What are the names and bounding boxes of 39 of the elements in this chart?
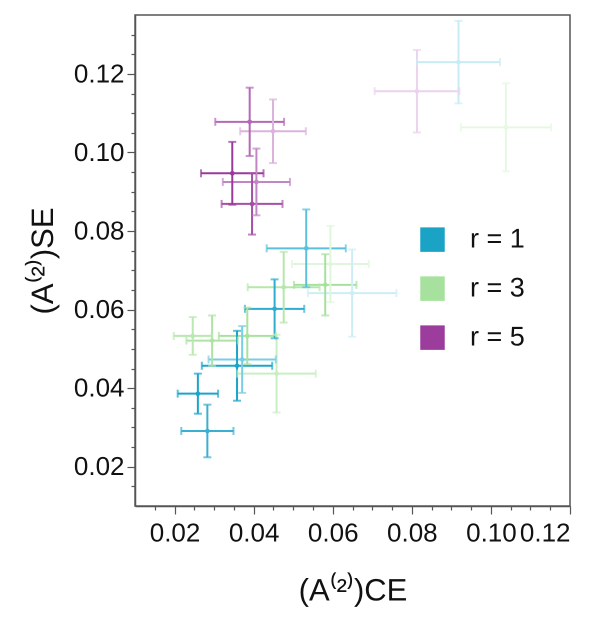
point: [272, 306, 277, 312]
x-tick-label: 0.10: [466, 518, 517, 548]
point: [244, 334, 250, 338]
point: [250, 202, 254, 206]
point: [190, 334, 196, 338]
point: [205, 428, 210, 434]
point: [504, 125, 508, 130]
point: [456, 60, 461, 64]
y-tick-label: 0.12: [74, 58, 124, 88]
point: [247, 120, 252, 124]
point: [254, 180, 259, 184]
point: [240, 357, 245, 362]
x-axis-title: (A⁽²⁾)CE: [298, 572, 408, 608]
point: [322, 282, 328, 288]
point: [210, 338, 214, 343]
point: [350, 290, 354, 296]
y-tick-label: 0.02: [74, 451, 124, 482]
point: [328, 262, 333, 266]
y-tick-label: 0.04: [74, 372, 124, 403]
x-tick-label: 0.08: [387, 518, 438, 548]
point: [274, 371, 279, 376]
legend-label: r = 1: [470, 224, 525, 254]
point: [234, 363, 240, 368]
legend-label: r = 3: [470, 272, 525, 303]
point: [270, 128, 276, 134]
point: [304, 246, 309, 251]
point: [281, 284, 286, 290]
y-tick-label: 0.10: [74, 136, 124, 167]
point: [414, 88, 420, 94]
x-tick-label: 0.04: [228, 518, 280, 548]
point: [196, 391, 200, 396]
y-tick-label: 0.06: [74, 294, 124, 324]
legend-label: r = 5: [470, 322, 525, 352]
y-tick-label: 0.08: [74, 216, 124, 246]
y-axis-title: (A⁽²⁾)SE: [24, 208, 60, 314]
x-tick-label: 0.02: [150, 518, 200, 548]
x-tick-label: 0.12: [520, 518, 570, 548]
x-tick-label: 0.06: [308, 518, 359, 548]
point: [230, 170, 235, 176]
